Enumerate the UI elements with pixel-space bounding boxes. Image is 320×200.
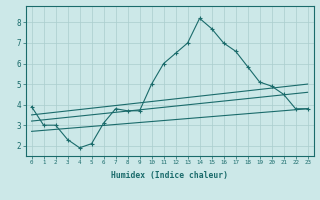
X-axis label: Humidex (Indice chaleur): Humidex (Indice chaleur) xyxy=(111,171,228,180)
